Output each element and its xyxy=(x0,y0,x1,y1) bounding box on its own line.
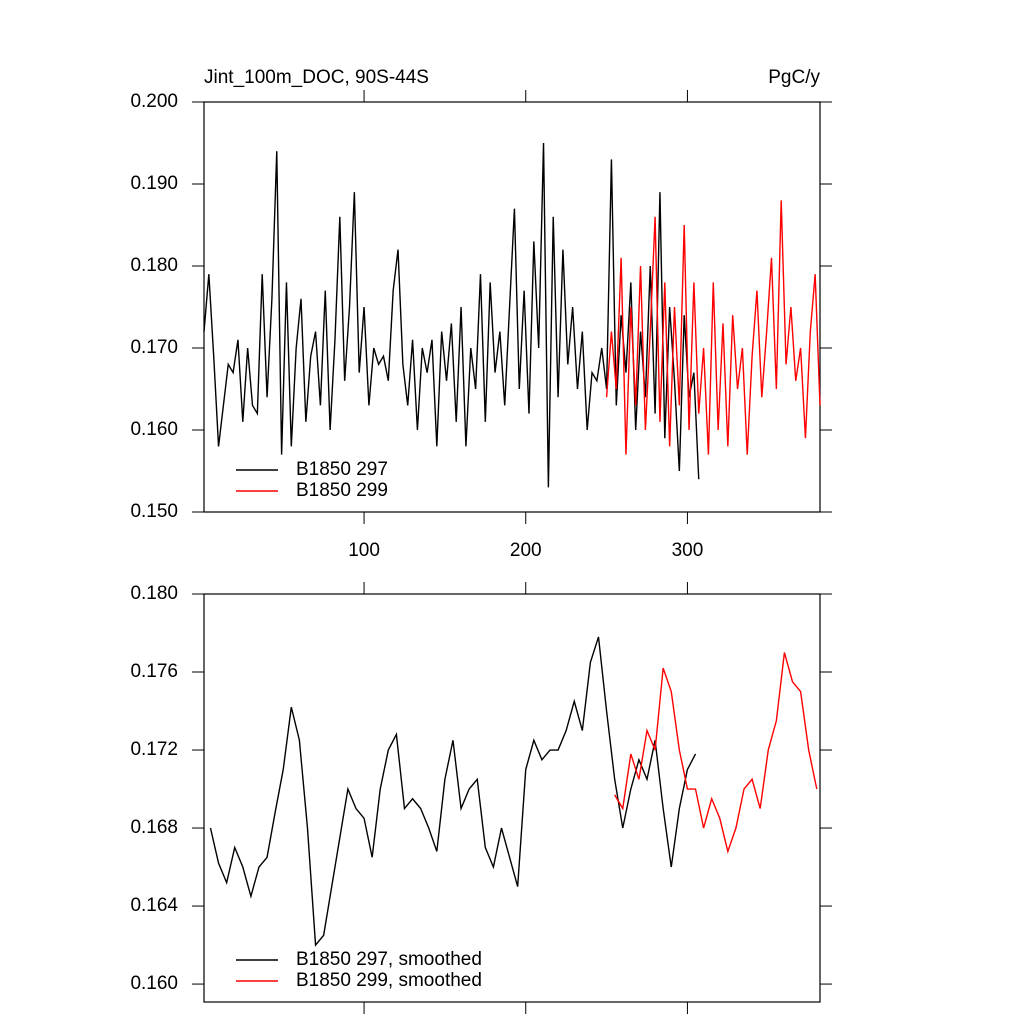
y-tick-label: 0.200 xyxy=(130,91,178,112)
y-tick-label: 0.180 xyxy=(130,583,178,604)
y-tick-label: 0.172 xyxy=(130,739,178,760)
series-line xyxy=(614,652,818,854)
units-label: PgC/y xyxy=(768,67,820,88)
y-tick-label: 0.160 xyxy=(130,419,178,440)
y-tick-label: 0.176 xyxy=(130,661,178,682)
y-tick-label: 0.180 xyxy=(130,255,178,276)
chart-title: Jint_100m_DOC, 90S-44S xyxy=(204,67,429,88)
y-tick-label: 0.160 xyxy=(130,973,178,994)
plot-frame xyxy=(203,593,821,1003)
y-tick-label: 0.190 xyxy=(130,173,178,194)
y-tick-label: 0.164 xyxy=(130,895,178,916)
y-tick-label: 0.150 xyxy=(130,501,178,522)
series-line xyxy=(605,200,821,455)
legend-label: B1850 297, smoothed xyxy=(296,949,482,970)
y-tick-label: 0.168 xyxy=(130,817,178,838)
legend-label: B1850 299, smoothed xyxy=(296,970,482,991)
series-line xyxy=(209,636,697,947)
series-line xyxy=(203,142,700,488)
x-tick-label: 100 xyxy=(348,540,380,561)
legend-label: B1850 297 xyxy=(296,459,388,480)
plot-frame xyxy=(203,101,821,513)
y-tick-label: 0.170 xyxy=(130,337,178,358)
x-tick-label: 300 xyxy=(672,540,704,561)
x-tick-label: 200 xyxy=(510,540,542,561)
legend-label: B1850 299 xyxy=(296,480,388,501)
